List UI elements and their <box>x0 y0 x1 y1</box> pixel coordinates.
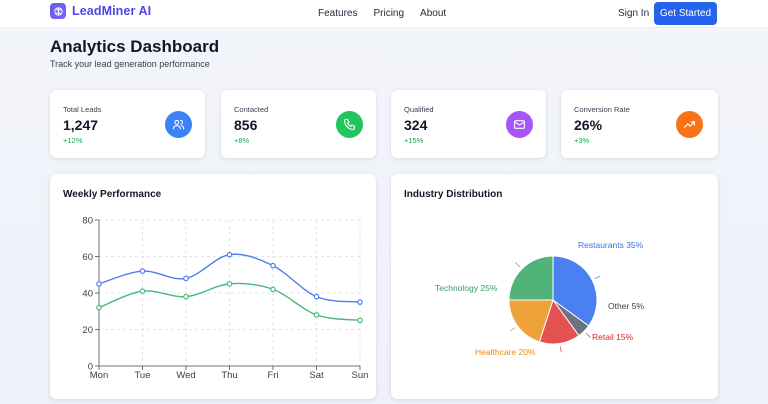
x-tick-label: Fri <box>267 370 278 381</box>
sign-in-link[interactable]: Sign In <box>618 8 650 19</box>
data-point <box>183 293 189 300</box>
data-point <box>96 304 102 311</box>
stat-change: +3% <box>574 136 590 145</box>
mail-icon <box>506 111 533 138</box>
stat-value: 1,247 <box>63 117 99 133</box>
pie-slice-technology <box>508 255 554 301</box>
pie-slice-healthcare <box>508 299 554 343</box>
y-tick-label: 80 <box>82 216 93 227</box>
stat-change: +12% <box>63 136 83 145</box>
y-tick-label: 0 <box>88 362 93 373</box>
data-point <box>313 293 320 300</box>
x-tick-label: Wed <box>176 370 195 381</box>
data-point <box>139 288 146 294</box>
pie-leader-line <box>559 346 562 353</box>
pie-leader-line <box>594 275 601 280</box>
y-tick-label: 20 <box>82 325 93 336</box>
data-point <box>226 281 233 287</box>
brand-name: LeadMiner AI <box>72 4 152 18</box>
industry-distribution-card: Industry Distribution Restaurants 35% Oth… <box>391 174 718 399</box>
x-tick-label: Mon <box>90 370 108 381</box>
nav-link-pricing[interactable]: Pricing <box>373 8 405 19</box>
data-point <box>357 317 363 324</box>
data-point <box>270 286 276 293</box>
pie-label-retail: Retail 15% <box>592 332 634 342</box>
weekly-performance-chart: 0 20 40 60 80 Mon Tue Wed Thu Fri Sat Sun <box>82 216 369 382</box>
pie-leader-line <box>585 332 591 338</box>
users-icon <box>165 111 192 138</box>
chart-title: Industry Distribution <box>404 189 503 200</box>
pie-label-other: Other 5% <box>608 301 644 311</box>
nav-links: Features Pricing About <box>318 8 446 19</box>
pie-leader-line <box>509 327 516 332</box>
stat-label: Total Leads <box>63 105 102 114</box>
data-point <box>226 251 233 258</box>
y-tick-label: 60 <box>82 252 93 263</box>
stat-card-qualified: Qualified 324 +15% <box>391 90 546 158</box>
x-tick-label: Sun <box>352 370 369 381</box>
y-tick-label: 40 <box>82 289 93 300</box>
phone-icon <box>336 111 363 138</box>
stat-card-contacted: Contacted 856 +8% <box>221 90 376 158</box>
nav-link-about[interactable]: About <box>420 8 447 19</box>
x-tick-label: Sat <box>309 370 324 381</box>
page-title: Analytics Dashboard <box>50 37 220 56</box>
stat-label: Conversion Rate <box>574 105 630 114</box>
get-started-button[interactable]: Get Started <box>654 2 717 25</box>
chart-title: Weekly Performance <box>63 189 162 200</box>
stat-value: 324 <box>404 117 428 133</box>
stat-card-conversion-rate: Conversion Rate 26% +3% <box>561 90 718 158</box>
stat-value: 856 <box>234 117 258 133</box>
data-point <box>139 268 146 274</box>
trending-up-icon <box>676 111 703 138</box>
data-point <box>96 281 102 287</box>
stat-card-total-leads: Total Leads 1,247 +12% <box>50 90 205 158</box>
pie-leader-line <box>515 262 521 268</box>
stat-change: +15% <box>404 136 424 145</box>
stat-label: Contacted <box>234 105 269 114</box>
series-line-2 <box>98 282 361 322</box>
data-point <box>270 262 276 269</box>
top-navbar: LeadMiner AI Features Pricing About Sign… <box>0 0 768 28</box>
stat-label: Qualified <box>404 105 434 114</box>
stat-change: +8% <box>234 136 250 145</box>
pie-label-restaurants: Restaurants 35% <box>578 240 644 250</box>
industry-distribution-chart: Restaurants 35% Other 5% Retail 15% Healthc… <box>435 240 644 357</box>
pie-slice-restaurants <box>552 255 598 327</box>
nav-link-features[interactable]: Features <box>318 8 358 19</box>
page-subtitle: Track your lead generation performance <box>50 59 210 69</box>
pie-label-technology: Technology 25% <box>435 283 498 293</box>
x-tick-label: Tue <box>134 370 150 381</box>
stat-value: 26% <box>574 117 603 133</box>
pie-label-healthcare: Healthcare 20% <box>475 347 536 357</box>
brand[interactable]: LeadMiner AI <box>50 3 151 19</box>
weekly-performance-card: Weekly Performance 0 20 40 60 80 Mon Tue Wed Thu… <box>50 174 376 399</box>
data-point <box>183 275 189 282</box>
x-tick-label: Thu <box>221 370 237 381</box>
data-point <box>313 312 320 318</box>
brain-logo-icon <box>50 3 66 19</box>
data-point <box>357 299 363 305</box>
